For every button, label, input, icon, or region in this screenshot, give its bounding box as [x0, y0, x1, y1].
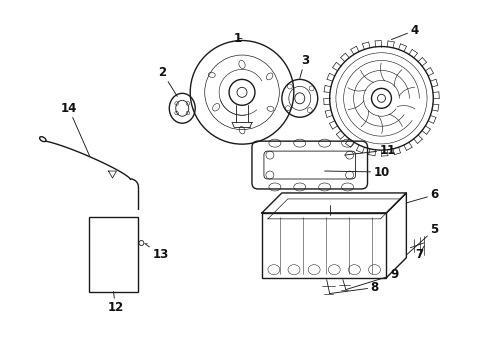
Text: 6: 6 — [406, 188, 439, 203]
Text: 5: 5 — [406, 223, 439, 255]
Text: 3: 3 — [300, 54, 309, 78]
Text: 10: 10 — [325, 166, 390, 179]
Text: 1: 1 — [234, 32, 242, 45]
Text: 11: 11 — [344, 144, 395, 157]
Text: 8: 8 — [330, 281, 379, 294]
Text: 12: 12 — [107, 292, 123, 314]
Bar — [89, 217, 138, 292]
Text: 9: 9 — [346, 268, 398, 289]
Text: 4: 4 — [392, 24, 418, 40]
Bar — [262, 213, 387, 278]
Text: 14: 14 — [60, 102, 90, 157]
Text: 13: 13 — [146, 244, 169, 261]
Text: 2: 2 — [158, 66, 177, 96]
Text: 7: 7 — [415, 246, 424, 261]
